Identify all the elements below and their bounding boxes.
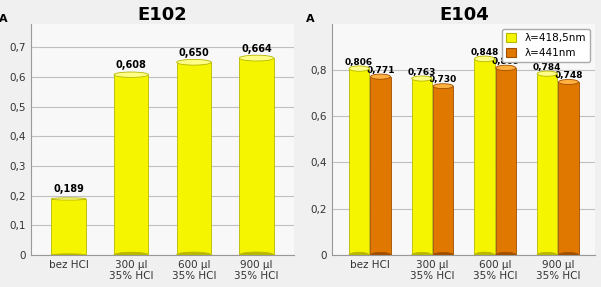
- Ellipse shape: [349, 66, 369, 71]
- Text: 0,608: 0,608: [116, 60, 147, 70]
- Ellipse shape: [474, 56, 495, 62]
- Bar: [51, 199, 86, 255]
- Text: 0,806: 0,806: [345, 58, 373, 67]
- Bar: [177, 62, 211, 255]
- Text: 0,771: 0,771: [366, 66, 395, 75]
- Ellipse shape: [51, 254, 86, 256]
- Title: E102: E102: [138, 5, 188, 24]
- Ellipse shape: [537, 71, 557, 76]
- Ellipse shape: [114, 72, 148, 77]
- Ellipse shape: [474, 252, 495, 258]
- Bar: [558, 82, 579, 255]
- Ellipse shape: [433, 84, 453, 89]
- Ellipse shape: [537, 252, 557, 258]
- Text: 0,189: 0,189: [53, 185, 84, 195]
- Text: A: A: [0, 14, 8, 24]
- Ellipse shape: [177, 252, 211, 258]
- Bar: [433, 86, 453, 255]
- Ellipse shape: [239, 55, 274, 61]
- Ellipse shape: [114, 252, 148, 258]
- Bar: [412, 79, 432, 255]
- Ellipse shape: [239, 252, 274, 258]
- Text: 0,650: 0,650: [178, 48, 209, 58]
- Bar: [496, 68, 516, 255]
- Text: 0,763: 0,763: [407, 68, 436, 77]
- Bar: [349, 69, 369, 255]
- Ellipse shape: [496, 252, 516, 258]
- Ellipse shape: [51, 198, 86, 200]
- Text: 0,664: 0,664: [241, 44, 272, 54]
- Ellipse shape: [433, 253, 453, 257]
- Bar: [239, 58, 274, 255]
- Title: E104: E104: [439, 5, 489, 24]
- Ellipse shape: [496, 65, 516, 71]
- Ellipse shape: [370, 252, 391, 257]
- Ellipse shape: [558, 253, 579, 257]
- Text: 0,848: 0,848: [471, 48, 499, 57]
- Legend: λ=418,5nm, λ=441nm: λ=418,5nm, λ=441nm: [502, 29, 590, 63]
- Text: 0,748: 0,748: [554, 71, 583, 80]
- Ellipse shape: [558, 79, 579, 84]
- Text: 0,784: 0,784: [533, 63, 561, 72]
- Ellipse shape: [412, 76, 432, 81]
- Text: 0,730: 0,730: [429, 75, 457, 84]
- Bar: [370, 77, 391, 255]
- Ellipse shape: [370, 74, 391, 79]
- Ellipse shape: [177, 59, 211, 65]
- Ellipse shape: [349, 252, 369, 258]
- Ellipse shape: [412, 253, 432, 257]
- Text: 0,809: 0,809: [492, 57, 520, 66]
- Text: A: A: [306, 14, 314, 24]
- Bar: [114, 75, 148, 255]
- Bar: [474, 59, 495, 255]
- Bar: [537, 74, 557, 255]
